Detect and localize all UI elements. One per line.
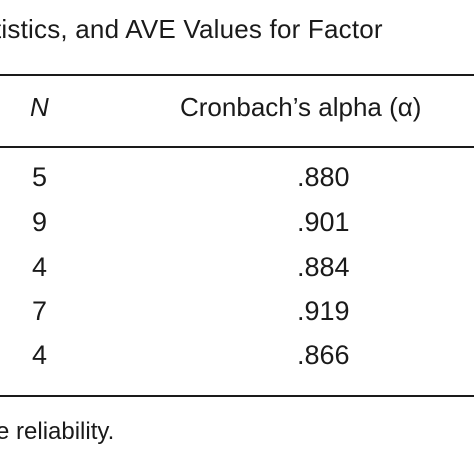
cell-alpha: .880 [297,162,350,192]
column-header-n: N [30,92,49,122]
table-note: e reliability. [0,418,115,445]
cell-n: 9 [32,207,48,237]
cell-n: 4 [32,252,48,282]
table-row: 5 .880 [0,162,474,202]
table-caption: tistics, and AVE Values for Factor [0,14,383,44]
table-row: 9 .901 [0,207,474,247]
cell-alpha: .919 [297,296,350,326]
cell-n: 5 [32,162,48,192]
table-row: 4 .884 [0,252,474,292]
column-header-alpha: Cronbach’s alpha (α) [180,92,422,122]
table-row: 7 .919 [0,296,474,336]
cell-n: 4 [32,340,48,370]
cell-alpha: .884 [297,252,350,282]
table-row: 4 .866 [0,340,474,380]
table-top-rule [0,74,474,76]
cell-alpha: .901 [297,207,350,237]
cell-n: 7 [32,296,48,326]
header-divider-rule [0,146,474,148]
table-bottom-rule [0,395,474,397]
cell-alpha: .866 [297,340,350,370]
